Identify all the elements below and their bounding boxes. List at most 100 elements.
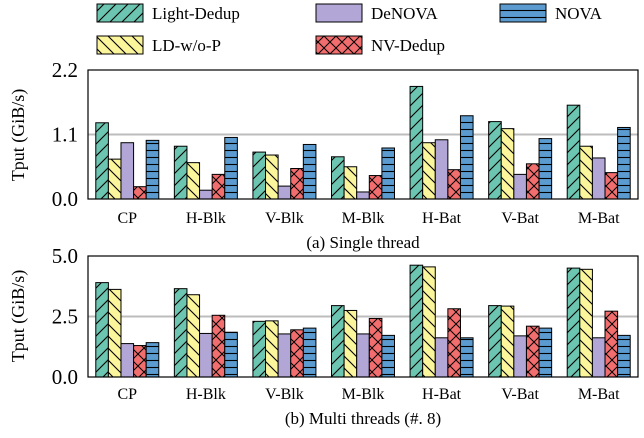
legend-swatch-light-dedup-hatch (97, 4, 143, 22)
legend-entry-ld-w-o-p: LD-w/o-P (96, 35, 221, 55)
legend-swatch-denova (316, 4, 362, 22)
bar-light-dedup-m-bat-hatch (567, 268, 580, 377)
bar-group-v-blk (252, 320, 317, 378)
bar-nova-v-bat-hatch (539, 328, 552, 377)
legend-entry-denova: DeNOVA (315, 3, 438, 23)
bar-denova-cp (120, 142, 134, 199)
bar-nova-h-bat-hatch (460, 337, 474, 377)
bar-light-dedup-m-bat-hatch (567, 105, 580, 199)
bar-nv-dedup-m-blk-hatch (369, 318, 382, 377)
bar-group-m-blk (331, 305, 395, 378)
bar-denova-h-bat (435, 337, 448, 377)
bar-nv-dedup-cp-hatch (133, 186, 147, 199)
x-tick-label: CP (117, 210, 137, 227)
legend-swatch-denova-outline (315, 3, 363, 23)
y-axis-label: Tput (GiB/s) (8, 89, 29, 182)
bar-group-v-blk (252, 143, 317, 200)
bar-group-m-blk (331, 147, 395, 200)
x-tick-label: M-Blk (342, 210, 385, 227)
x-tick-label: M-Bat (578, 386, 620, 403)
x-tick-label: V-Blk (265, 210, 304, 227)
bar-light-dedup-v-bat-hatch (488, 121, 502, 199)
bar-ld-w-o-p-m-blk-hatch (344, 166, 357, 199)
bar-group-v-bat (488, 121, 553, 200)
bar-nv-dedup-v-blk-hatch (290, 168, 304, 199)
chart-multi-threads: 0.0 2.5 5.0 CP H-Blk V-Blk M-Blk H-Bat V-Bat M-Ba… (8, 244, 639, 428)
legend-label-ld-w-o-p: LD-w/o-P (152, 36, 221, 55)
bar-denova-h-blk (199, 190, 213, 199)
bar-nova-cp-hatch (146, 140, 159, 199)
bar-denova-cp (120, 343, 134, 377)
chart-caption: (b) Multi threads (#. 8) (285, 409, 441, 428)
legend-swatch-ld-w-o-p-outline (96, 35, 144, 55)
x-tick-label: M-Blk (342, 386, 385, 403)
chart-caption: (a) Single thread (306, 233, 420, 252)
bar-group-cp (95, 122, 160, 200)
bar-denova-m-bat (592, 157, 606, 199)
bar-nv-dedup-h-blk-hatch (212, 174, 225, 199)
bar-group-cp (95, 282, 160, 378)
bar-ld-w-o-p-m-bat-hatch (579, 269, 593, 377)
bar-ld-w-o-p-h-bat-hatch (422, 142, 436, 199)
bar-denova-h-bat (435, 139, 448, 199)
bar-light-dedup-h-blk-hatch (174, 146, 187, 199)
x-tick-label: H-Bat (422, 210, 462, 227)
bar-denova-m-blk (356, 333, 370, 377)
bar-nova-v-blk-hatch (303, 144, 316, 199)
legend-entry-light-dedup: Light-Dedup (96, 3, 240, 23)
plot-frame (87, 69, 639, 200)
bar-nv-dedup-v-blk-hatch (290, 329, 304, 377)
legend-swatch-nova-hatch (500, 4, 546, 22)
bar-group-m-bat (566, 267, 631, 378)
bar-nova-h-blk-hatch (224, 332, 238, 377)
y-tick-label: 0.0 (52, 365, 78, 389)
legend-swatch-ld-w-o-p-hatch (97, 36, 143, 54)
legend-label-nv-dedup: NV-Dedup (371, 36, 445, 55)
y-tick-label: 5.0 (52, 244, 78, 268)
bar-ld-w-o-p-h-bat-hatch (422, 266, 436, 377)
bar-ld-w-o-p-m-blk-hatch (344, 310, 357, 377)
x-tick-label: H-Blk (186, 210, 226, 227)
bar-nv-dedup-h-blk-hatch (212, 315, 225, 377)
y-tick-label: 2.5 (52, 305, 78, 329)
bar-denova-v-blk (278, 333, 291, 377)
bar-nv-dedup-m-bat-hatch (605, 311, 618, 377)
bar-ld-w-o-p-cp-hatch (108, 159, 121, 199)
x-tick-label: CP (117, 386, 137, 403)
bar-ld-w-o-p-v-blk-hatch (265, 320, 279, 377)
bar-ld-w-o-p-h-blk-hatch (186, 162, 200, 199)
x-tick-label: H-Blk (186, 386, 226, 403)
bar-ld-w-o-p-m-bat-hatch (579, 146, 593, 199)
bar-light-dedup-v-blk-hatch (252, 152, 266, 199)
bar-light-dedup-m-blk-hatch (331, 156, 345, 199)
bar-nv-dedup-m-bat-hatch (605, 172, 618, 199)
bar-nova-m-blk-hatch (381, 335, 395, 377)
bar-light-dedup-m-blk-hatch (331, 305, 345, 377)
bar-light-dedup-h-blk-hatch (174, 288, 187, 377)
plot-frame (87, 255, 639, 378)
bar-ld-w-o-p-cp-hatch (108, 289, 121, 377)
legend-swatch-nova-outline (499, 3, 547, 23)
x-tick-label: V-Blk (265, 386, 304, 403)
bar-light-dedup-cp-hatch (95, 122, 109, 199)
bar-ld-w-o-p-v-bat-hatch (501, 306, 514, 377)
bar-light-dedup-cp-hatch (95, 282, 109, 377)
legend: Light-Dedup DeNOVA NOVA LD-w/o-P NV-Dedup (96, 3, 603, 55)
bar-nv-dedup-h-bat-hatch (447, 169, 461, 199)
x-tick-label: V-Bat (501, 386, 539, 403)
x-tick-label: H-Bat (422, 386, 462, 403)
bar-denova-v-bat (513, 335, 527, 377)
y-axis-label: Tput (GiB/s) (8, 270, 29, 363)
bar-nova-cp-hatch (146, 342, 159, 377)
bar-group-h-blk (173, 136, 238, 200)
bar-group-h-bat (409, 85, 474, 200)
bar-denova-h-blk (199, 333, 213, 377)
bar-nv-dedup-v-bat-hatch (526, 163, 540, 199)
legend-swatch-light-dedup-outline (96, 3, 144, 23)
bar-ld-w-o-p-h-blk-hatch (186, 294, 200, 377)
bar-nova-v-bat-hatch (539, 138, 552, 199)
bar-nv-dedup-v-bat-hatch (526, 326, 540, 377)
bar-light-dedup-h-bat-hatch (410, 265, 423, 377)
bar-light-dedup-v-bat-hatch (488, 305, 502, 377)
x-tick-label: M-Bat (578, 210, 620, 227)
